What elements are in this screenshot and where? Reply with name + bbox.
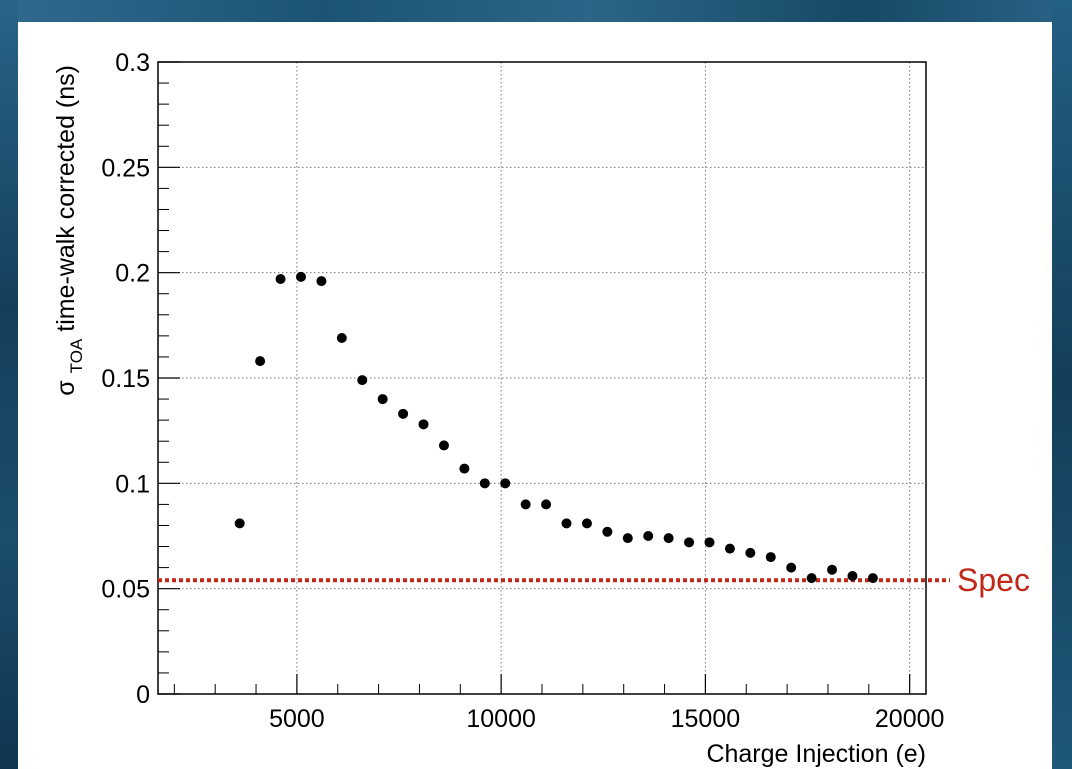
data-point — [275, 273, 286, 284]
data-point — [704, 537, 715, 548]
data-point — [827, 564, 838, 575]
data-point — [316, 276, 327, 287]
data-point — [602, 526, 613, 537]
data-point — [581, 518, 592, 529]
y-tick-label: 0.05 — [101, 576, 150, 604]
data-point — [622, 533, 633, 544]
data-point — [684, 537, 695, 548]
data-point — [336, 332, 347, 343]
data-point — [847, 571, 858, 582]
y-tick-label: 0.1 — [115, 470, 150, 498]
data-point — [561, 518, 572, 529]
data-point — [745, 547, 756, 558]
data-point — [234, 518, 245, 529]
data-point — [479, 478, 490, 489]
data-point — [765, 552, 776, 563]
data-point — [459, 463, 470, 474]
y-axis-title-sigma: σ — [52, 380, 80, 396]
x-tick-label: 15000 — [671, 705, 741, 733]
x-tick-label: 5000 — [269, 705, 325, 733]
spec-reference: Spec — [158, 562, 1030, 598]
y-tick-label: 0.15 — [101, 365, 150, 393]
data-point — [418, 419, 429, 430]
plot-panel: Spec 0 0.05 0.1 0.15 0.2 0.25 0.3 5000 10000 1500… — [18, 22, 1052, 769]
scatter-chart: Spec 0 0.05 0.1 0.15 0.2 0.25 0.3 5000 10000 1500… — [52, 49, 1030, 768]
data-point — [786, 562, 797, 573]
x-axis-title: Charge Injection (e) — [706, 740, 926, 768]
axis-ticks — [158, 61, 911, 695]
spec-label: Spec — [957, 562, 1030, 598]
y-tick-label: 0.3 — [115, 49, 150, 77]
y-axis-title-subscript: TOA — [67, 338, 86, 373]
grid-lines — [158, 62, 926, 694]
y-tick-label: 0 — [136, 681, 150, 709]
data-points — [234, 271, 878, 584]
tick-labels: 0 0.05 0.1 0.15 0.2 0.25 0.3 5000 10000 15000 2000… — [101, 49, 944, 733]
data-point — [541, 499, 552, 510]
x-tick-label: 10000 — [466, 705, 536, 733]
y-axis-title: σ TOA time-walk corrected (ns) — [52, 65, 88, 396]
data-point — [867, 573, 878, 584]
background-left-band — [0, 0, 18, 769]
y-tick-label: 0.25 — [101, 154, 150, 182]
data-point — [500, 478, 511, 489]
data-point — [377, 394, 388, 405]
data-point — [520, 499, 531, 510]
data-point — [438, 440, 449, 451]
background-top-band — [0, 0, 1072, 22]
data-point — [398, 408, 409, 419]
x-tick-label: 20000 — [875, 705, 945, 733]
data-point — [357, 375, 368, 386]
y-axis-title-rest: time-walk corrected (ns) — [52, 65, 80, 332]
data-point — [643, 531, 654, 541]
background-right-band — [1052, 0, 1072, 769]
data-point — [255, 356, 266, 367]
data-point — [806, 573, 817, 584]
data-point — [724, 543, 735, 554]
data-point — [663, 533, 674, 544]
data-point — [295, 271, 306, 282]
y-tick-label: 0.2 — [115, 260, 150, 288]
